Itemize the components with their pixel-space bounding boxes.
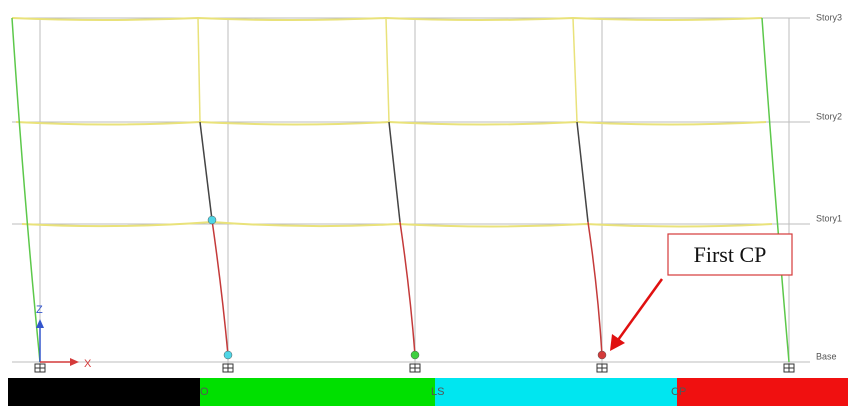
- legend-label: CP: [671, 386, 686, 398]
- legend-label: LS: [431, 386, 444, 398]
- hinges: [207, 215, 607, 360]
- story-label: Story1: [816, 213, 842, 223]
- axis-label: X: [84, 358, 92, 370]
- legend-label: O: [200, 386, 209, 398]
- axis-indicator: Z X: [36, 304, 92, 370]
- axis-label: Z: [36, 304, 43, 316]
- story-label: Story3: [816, 12, 842, 22]
- supports: [34, 363, 795, 373]
- story-label: Story2: [816, 111, 842, 121]
- legend-bar: O LS CP: [8, 378, 848, 406]
- annotation-text: First CP: [694, 242, 767, 267]
- columns: [11, 17, 790, 363]
- annotation: First CP: [610, 233, 793, 351]
- story-label: Base: [816, 351, 837, 361]
